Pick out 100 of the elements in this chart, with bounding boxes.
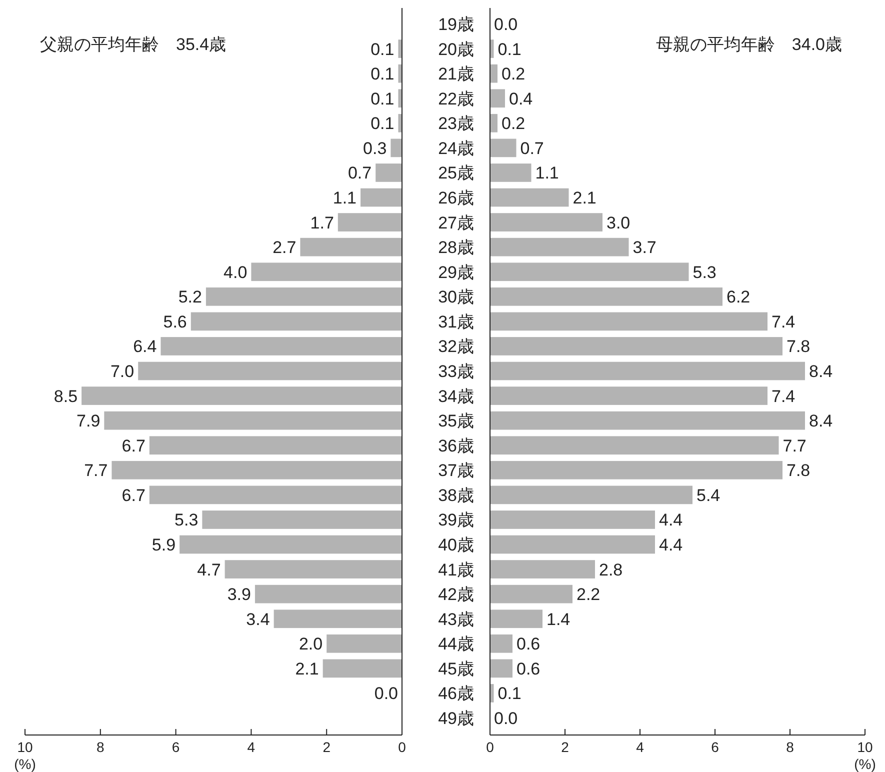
y-tick-label: 36歳 (438, 436, 474, 456)
data-label: 1.1 (332, 188, 357, 208)
data-label: 4.4 (659, 536, 683, 554)
bar (251, 262, 402, 282)
data-label: 2.0 (298, 634, 323, 654)
bar (160, 337, 402, 356)
data-label: 1.1 (535, 164, 559, 183)
data-label: 3.0 (606, 213, 630, 232)
bar (490, 188, 569, 207)
y-tick-label: 34歳 (438, 386, 474, 406)
bar (224, 560, 402, 578)
bar (202, 510, 402, 529)
bar (112, 460, 402, 480)
x-tick-label: 8 (786, 739, 794, 755)
y-tick-label: 40歳 (438, 536, 474, 554)
data-label: 5.4 (696, 486, 720, 505)
bar (490, 287, 722, 306)
data-label: 2.1 (572, 188, 596, 208)
bar (490, 138, 516, 158)
x-tick-label: 2 (561, 739, 570, 755)
y-tick-label: 33歳 (438, 362, 474, 381)
data-label: 7.7 (84, 461, 108, 480)
bar (490, 486, 692, 504)
x-tick-label: 8 (96, 739, 104, 755)
x-tick-label: 10 (17, 739, 33, 755)
bar (398, 40, 402, 58)
bar (322, 659, 402, 678)
bar (398, 114, 402, 132)
data-label: 0.6 (516, 659, 540, 678)
bar (490, 584, 572, 604)
bar (490, 411, 805, 430)
data-label: 0.4 (509, 89, 533, 108)
bar (490, 684, 494, 702)
bar (490, 610, 542, 628)
y-tick-label: 29歳 (438, 262, 474, 282)
x-tick-label: 6 (172, 739, 180, 755)
bar (390, 138, 402, 158)
data-label: 4.4 (659, 510, 683, 530)
y-tick-label: 31歳 (438, 312, 474, 332)
data-label: 4.7 (197, 560, 221, 580)
x-tick-label: 4 (247, 739, 256, 755)
data-label: 5.2 (178, 288, 202, 307)
bar (490, 560, 595, 578)
x-tick-label: 10 (857, 739, 873, 755)
bar (490, 262, 689, 282)
bar (300, 238, 402, 256)
bar (490, 114, 498, 132)
x-tick-label: 0 (486, 739, 494, 755)
data-label: 0.2 (502, 114, 526, 134)
data-label: 5.3 (692, 262, 716, 282)
y-tick-label: 24歳 (438, 138, 474, 158)
y-tick-label: 23歳 (438, 114, 474, 134)
data-label: 7.0 (110, 362, 134, 381)
data-label: 0.1 (498, 684, 522, 704)
y-tick-label: 27歳 (438, 213, 474, 232)
data-label: 6.7 (122, 436, 146, 456)
bar (490, 535, 655, 554)
x-tick-label: 4 (636, 739, 644, 755)
data-label: 2.8 (599, 560, 623, 580)
x-tick-label: 0 (398, 739, 406, 755)
data-label: 7.4 (772, 312, 796, 332)
bar (490, 213, 602, 232)
y-tick-label: 42歳 (438, 585, 474, 604)
bar (190, 312, 402, 331)
data-label: 0.0 (374, 684, 398, 704)
data-label: 0.1 (498, 40, 522, 59)
x-axis-title: (%) (854, 756, 876, 772)
bar (490, 460, 782, 480)
data-label: 6.7 (122, 486, 146, 505)
bar (149, 436, 402, 455)
data-label: 6.4 (133, 337, 157, 356)
y-tick-label: 39歳 (438, 510, 474, 530)
y-tick-label: 49歳 (438, 709, 474, 728)
data-label: 6.2 (726, 288, 750, 307)
bar (104, 411, 402, 430)
data-label: 3.4 (246, 610, 270, 629)
bar (82, 386, 402, 405)
text: 父親の平均年齢 35.4歳 (40, 35, 226, 54)
data-label: 5.3 (174, 510, 198, 530)
bar (338, 213, 402, 232)
data-label: 0.3 (363, 138, 387, 158)
data-label: 2.1 (295, 659, 319, 678)
y-tick-label: 44歳 (438, 634, 474, 654)
data-label: 0.7 (348, 164, 372, 183)
x-tick-label: 6 (711, 739, 720, 755)
y-tick-label: 35歳 (438, 412, 474, 431)
data-label: 1.7 (310, 213, 334, 232)
data-label: 4.0 (224, 262, 248, 282)
y-tick-label: 26歳 (438, 188, 474, 208)
x-tick-label: 2 (322, 739, 331, 755)
bar (326, 634, 402, 653)
bar (490, 40, 494, 58)
y-tick-label: 20歳 (438, 40, 474, 59)
data-label: 0.1 (370, 89, 394, 108)
data-label: 8.5 (54, 386, 78, 406)
y-tick-label: 37歳 (438, 461, 474, 480)
bar (490, 238, 629, 256)
bar (490, 386, 768, 405)
bar (490, 436, 779, 455)
x-axis-title: (%) (14, 756, 36, 772)
